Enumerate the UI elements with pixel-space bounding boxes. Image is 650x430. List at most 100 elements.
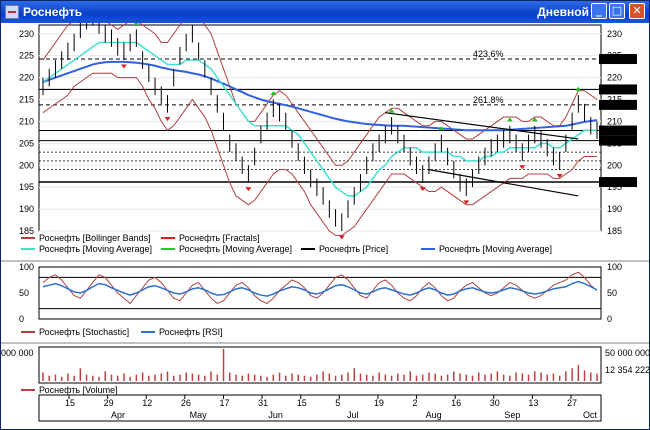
price-left-tick: 200 [19,160,34,170]
month-label: Aug [426,410,442,420]
volume-value-tag: 12 354 222 [605,365,649,375]
legend-label: Роснефть [Moving Average] [179,244,292,254]
rsi-line [42,280,598,297]
volume-left-tick: 000 000 [1,348,34,358]
oscillator-left-tick: 0 [19,314,24,324]
price-left-tick: 205 [19,138,34,148]
fractal-down-marker [338,235,345,240]
day-label: 17 [219,398,229,408]
month-label: May [190,410,208,420]
fractal-down-marker [556,174,563,179]
month-label: Jun [268,410,283,420]
volume-right-tick: 50 000 000 [605,348,649,358]
price-right-tick: 215 [607,95,622,105]
price-left-axis: 230 225 220 215 210 205 200 195 190 185 [19,29,34,236]
day-label: 15 [297,398,307,408]
day-label: 31 [258,398,268,408]
title-bar[interactable]: Роснефть Дневной _ □ ✕ [1,1,649,23]
fractal-down-marker [519,165,526,170]
volume-legend: Роснефть [Volume] [21,385,118,395]
price-left-tick: 185 [19,226,34,236]
oscillator-right-tick: 100 [607,262,622,272]
price-right-tick: 230 [607,29,622,39]
value-tag: 196.170 [601,177,634,187]
month-label: Oct [583,410,598,420]
month-label: Sep [504,410,520,420]
day-label: 2 [413,398,418,408]
price-left-tick: 225 [19,51,34,61]
price-left-tick: 210 [19,116,34,126]
month-label: Apr [111,410,125,420]
price-right-tick: 220 [607,73,622,83]
fractal-up-marker [575,86,582,91]
price-left-tick: 215 [19,95,34,105]
legend-label: Роснефть [Moving Average] [39,244,152,254]
volume-panel-frame [38,346,602,384]
day-label: 30 [490,398,500,408]
price-left-tick: 230 [19,29,34,39]
day-label: 5 [335,398,340,408]
value-tag-bg [599,125,637,136]
price-legend: Роснефть [Bollinger Bands] Роснефть [Frac… [21,233,552,254]
price-grid [39,33,601,232]
fractal-up-marker [506,117,513,122]
value-tag-bg [599,99,637,110]
price-right-tick: 200 [607,160,622,170]
fibonacci-labels: 423.6% 261.8% [473,49,504,105]
price-right-tick: 190 [607,204,622,214]
month-label: Jul [347,410,359,420]
minimize-button[interactable]: _ [591,3,607,19]
period-label: Дневной [537,5,589,19]
day-label: 13 [528,398,538,408]
legend-label: Роснефть [Moving Average] [439,244,552,254]
day-label: 15 [65,398,75,408]
day-label: 12 [142,398,152,408]
fractal-down-marker [245,187,252,192]
value-tag-bg [599,135,637,146]
maximize-button[interactable]: □ [609,3,625,19]
oscillator-left-tick: 50 [19,288,29,298]
value-tag: 217.298 [601,84,634,94]
day-label: 26 [181,398,191,408]
ma-fast-line [42,41,597,197]
trend-line [385,112,579,140]
bollinger-upper-line [42,23,598,166]
fractal-down-marker [120,64,127,69]
value-tag: 213.777 [601,100,634,110]
legend-label: Роснефть [Price] [319,244,388,254]
volume-value-tag-bg [602,364,648,375]
fractal-up-marker [270,91,277,96]
oscillator-left-axis: 100 50 0 [19,262,34,324]
oscillator-right-axis: 100 50 0 [607,262,622,324]
oscillator-series-group [39,271,601,310]
price-left-tick: 195 [19,182,34,192]
fractal-up-marker [133,23,140,25]
trend-line [428,169,579,197]
volume-bars-group [42,349,598,381]
close-button[interactable]: ✕ [629,3,645,19]
bollinger-lower-line [42,72,597,236]
fractal-up-marker [388,108,395,113]
price-series-group [42,23,598,240]
value-tag: 224.235 [601,54,634,64]
fibonacci-label: 261.8% [473,95,504,105]
day-label: 16 [451,398,461,408]
legend-label: Роснефть [Stochastic] [39,327,129,337]
price-right-tick: 210 [607,116,622,126]
price-left-tick: 220 [19,73,34,83]
fractal-up-marker [531,117,538,122]
value-tag-bg [599,54,637,65]
fractal-down-marker [164,117,171,122]
fractal-up-marker [438,126,445,131]
legend-label: Роснефть [Bollinger Bands] [39,233,151,243]
time-axis-frame [38,394,602,422]
value-tag: 205.627 [601,136,634,146]
fibonacci-label: 423.6% [473,49,504,59]
oscillator-right-tick: 50 [607,288,617,298]
day-label: 27 [567,398,577,408]
fractal-down-marker [419,187,426,192]
oscillator-right-tick: 0 [607,314,612,324]
